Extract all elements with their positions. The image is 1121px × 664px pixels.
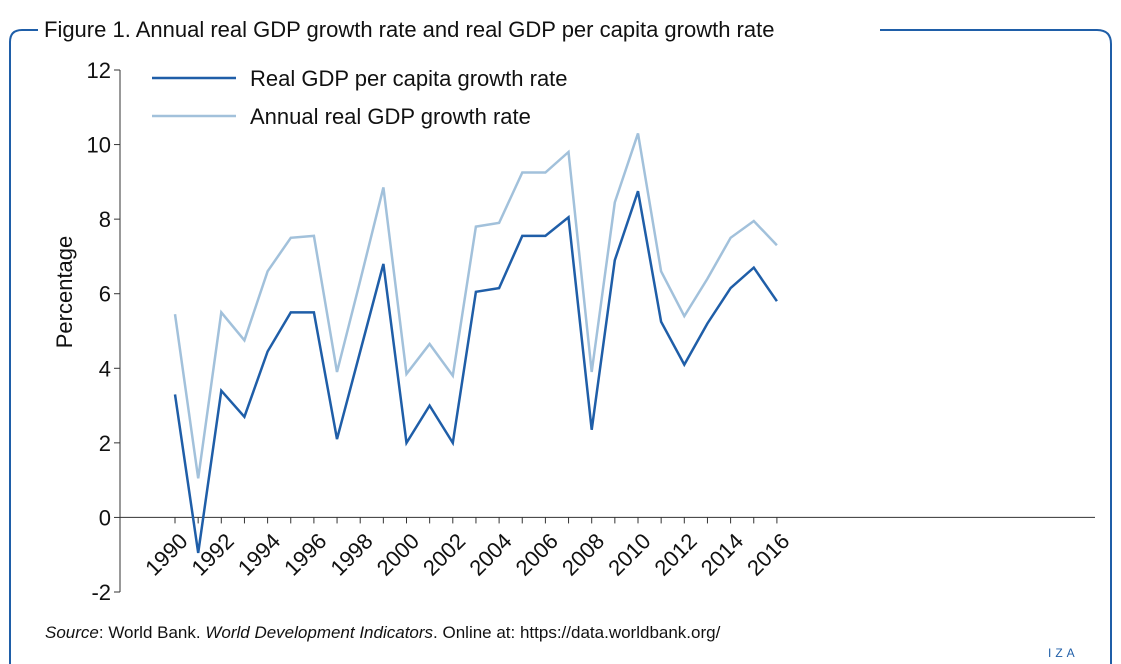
x-tick-label: 1992 xyxy=(187,528,239,580)
y-tick-label: 8 xyxy=(99,207,111,232)
y-tick-label: 6 xyxy=(99,282,111,307)
x-tick-label: 1994 xyxy=(233,528,285,580)
source-note: Source: World Bank. World Development In… xyxy=(45,623,720,643)
x-tick-label: 2004 xyxy=(464,528,516,580)
source-label: Source xyxy=(45,623,99,642)
iza-logo: IZA xyxy=(1048,646,1079,660)
x-tick-label: 1996 xyxy=(279,528,331,580)
chart-legend: Real GDP per capita growth rate Annual re… xyxy=(152,66,568,129)
x-tick-label: 2010 xyxy=(603,528,655,580)
y-tick-label: 10 xyxy=(87,133,111,158)
x-tick-label: 1998 xyxy=(325,528,377,580)
source-text-2: . Online at: https://data.worldbank.org/ xyxy=(433,623,721,642)
y-tick-label: 0 xyxy=(99,505,111,530)
y-tick-label: -2 xyxy=(91,580,111,605)
y-tick-label: 12 xyxy=(87,58,111,83)
y-tick-label: 4 xyxy=(99,356,111,381)
source-publication: World Development Indicators xyxy=(205,623,434,642)
x-tick-label: 2016 xyxy=(742,528,794,580)
chart-series xyxy=(173,133,778,554)
x-tick-label: 2014 xyxy=(696,528,748,580)
series-line-real-gdp-per-capita-growth-rate xyxy=(173,190,778,554)
figure-title: Figure 1. Annual real GDP growth rate an… xyxy=(40,17,781,43)
x-tick-label: 1990 xyxy=(140,528,192,580)
series-line-annual-real-gdp-growth-rate xyxy=(173,133,778,479)
legend-label: Annual real GDP growth rate xyxy=(250,104,531,129)
legend-label: Real GDP per capita growth rate xyxy=(250,66,568,91)
x-tick-label: 2002 xyxy=(418,528,470,580)
y-tick-label: 2 xyxy=(99,431,111,456)
x-tick-label: 2000 xyxy=(372,528,424,580)
source-text-1: : World Bank. xyxy=(98,623,206,642)
x-tick-label: 2012 xyxy=(650,528,702,580)
x-tick-label: 2008 xyxy=(557,528,609,580)
x-tick-label: 2006 xyxy=(511,528,563,580)
y-axis-label: Percentage xyxy=(52,236,77,349)
